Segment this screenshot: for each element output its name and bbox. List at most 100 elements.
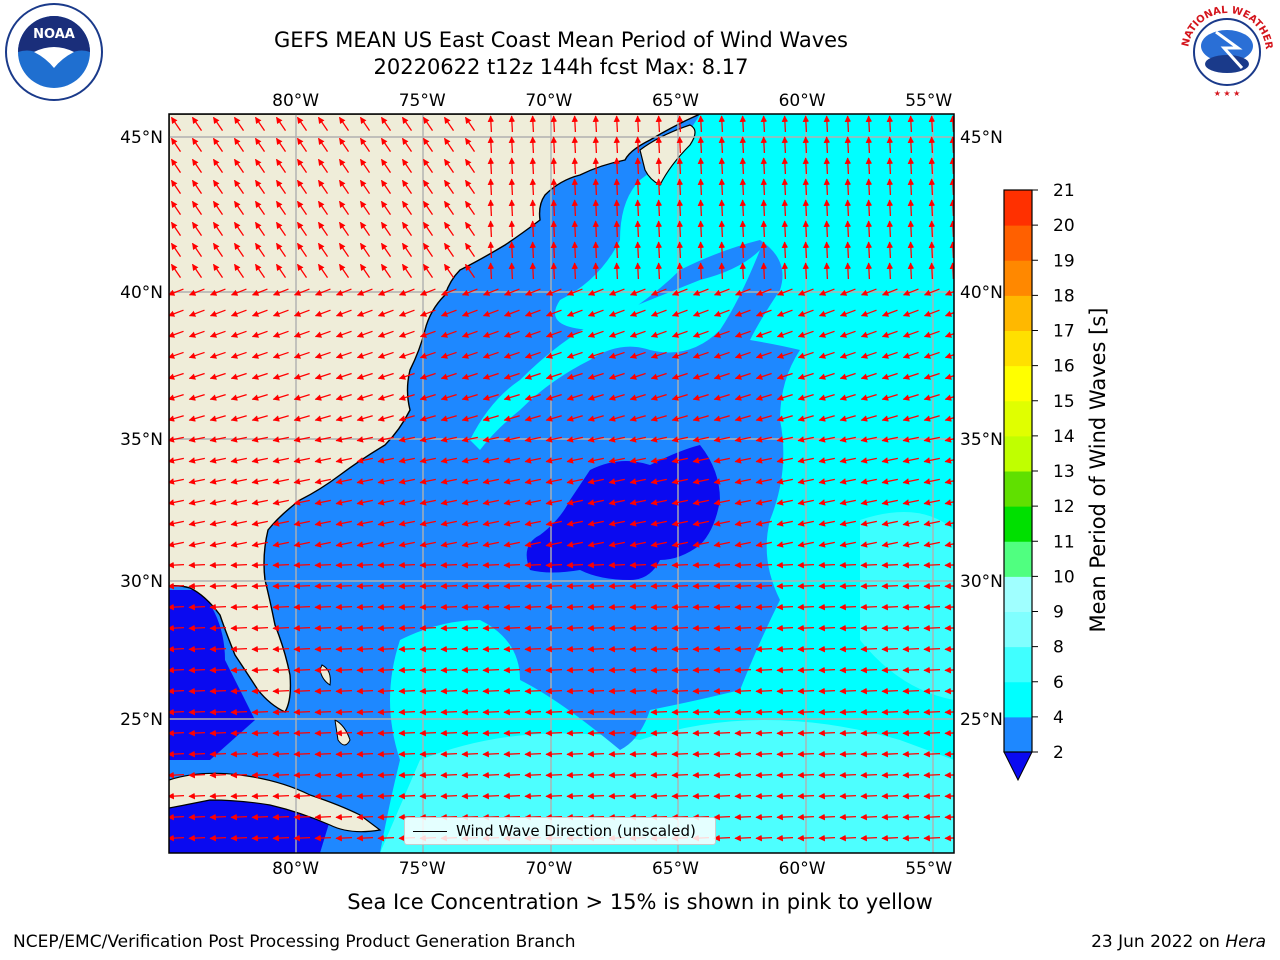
wind-arrow	[718, 115, 726, 133]
wind-arrow	[461, 478, 478, 485]
wind-arrow	[629, 372, 646, 380]
wind-arrow	[860, 603, 878, 611]
wind-arrow	[734, 351, 751, 359]
wind-arrow	[545, 561, 563, 569]
wind-arrow	[676, 157, 684, 175]
wind-arrow	[188, 645, 206, 653]
wind-arrow	[188, 603, 206, 611]
wind-arrow	[881, 708, 899, 716]
wind-arrow	[230, 645, 248, 653]
wind-arrow	[524, 624, 542, 632]
colorbar-tick-label: 10	[1053, 567, 1075, 587]
wind-arrow	[697, 220, 705, 238]
wind-arrow	[212, 200, 224, 215]
colorbar-tick-label: 18	[1053, 286, 1075, 306]
wind-arrow	[902, 561, 920, 569]
wind-arrow	[377, 478, 394, 485]
wind-arrow	[944, 729, 954, 737]
wind-arrow	[839, 729, 857, 737]
wind-arrow	[797, 415, 814, 422]
wind-arrow	[293, 330, 310, 338]
wind-arrow	[191, 221, 203, 236]
wind-arrow	[317, 200, 329, 215]
wind-arrow	[634, 178, 642, 196]
wind-arrow	[865, 220, 873, 238]
wind-arrow	[734, 729, 752, 737]
wind-arrow	[760, 220, 768, 238]
wind-arrow	[419, 288, 436, 296]
wind-arrow	[776, 372, 793, 380]
wind-arrow	[503, 478, 520, 485]
wind-arrow	[314, 813, 332, 821]
wind-arrow	[169, 666, 185, 674]
wind-arrow	[802, 241, 810, 259]
wind-arrow	[944, 561, 954, 569]
wind-arrow	[461, 792, 479, 800]
wind-arrow	[440, 624, 458, 632]
wind-arrow	[739, 136, 747, 154]
wind-arrow	[335, 729, 353, 737]
wind-arrow	[293, 436, 310, 443]
wind-arrow	[923, 415, 940, 422]
wind-arrow	[461, 561, 479, 569]
wind-arrow	[797, 330, 814, 338]
wind-arrow	[461, 351, 478, 359]
wind-arrow	[671, 330, 688, 338]
wind-arrow	[524, 561, 542, 569]
wind-arrow	[377, 351, 394, 359]
legend-line-sample	[413, 831, 447, 832]
wind-arrow	[209, 541, 226, 548]
wind-arrow	[482, 436, 499, 443]
wind-arrow	[923, 351, 940, 359]
wind-arrow	[377, 603, 395, 611]
wind-arrow	[545, 394, 562, 401]
wind-arrow	[587, 436, 604, 443]
wind-arrow	[650, 771, 668, 779]
wind-arrow	[169, 394, 184, 401]
wind-arrow	[230, 750, 248, 758]
wind-arrow	[503, 708, 521, 716]
lon-tick-label: 60°W	[779, 91, 826, 111]
wind-arrow	[755, 415, 772, 422]
wind-arrow	[293, 499, 310, 506]
wind-arrow	[566, 750, 584, 758]
colorbar-tick-label: 9	[1053, 603, 1064, 623]
wind-arrow	[713, 708, 731, 716]
wind-arrow	[272, 750, 290, 758]
lat-tick-label: 30°N	[960, 572, 1003, 592]
wind-arrow	[461, 415, 478, 422]
wind-arrow	[275, 137, 287, 152]
wind-arrow	[545, 624, 563, 632]
colorbar-segment	[1004, 225, 1032, 261]
wind-arrow	[356, 624, 374, 632]
wind-arrow	[209, 729, 227, 737]
wind-arrow	[692, 708, 710, 716]
wind-arrow	[902, 834, 920, 842]
wind-arrow	[398, 729, 416, 737]
wind-arrow	[566, 351, 583, 359]
wind-arrow	[251, 288, 268, 296]
wind-arrow	[713, 457, 730, 464]
wind-arrow	[169, 645, 185, 653]
wind-arrow	[818, 645, 836, 653]
wind-arrow	[923, 457, 940, 464]
wind-arrow	[776, 708, 794, 716]
wind-arrow	[169, 288, 184, 296]
wind-arrow	[839, 351, 856, 359]
wind-arrow	[335, 645, 353, 653]
wind-arrow	[823, 220, 831, 238]
wind-arrow	[860, 541, 877, 548]
wind-arrow	[296, 116, 308, 131]
wind-arrow	[251, 351, 268, 359]
wind-arrow	[629, 478, 646, 485]
wind-arrow	[419, 415, 436, 422]
wind-arrow	[755, 813, 773, 821]
wind-arrow	[503, 520, 520, 527]
wind-arrow	[170, 242, 182, 257]
noaa-logo: NOAA	[5, 3, 103, 101]
footer-date: 23 Jun 2022 on Hera	[1091, 932, 1266, 952]
wind-arrow	[944, 352, 954, 359]
wind-arrow	[755, 792, 773, 800]
wind-arrow	[697, 241, 705, 259]
wind-arrow	[293, 372, 310, 380]
